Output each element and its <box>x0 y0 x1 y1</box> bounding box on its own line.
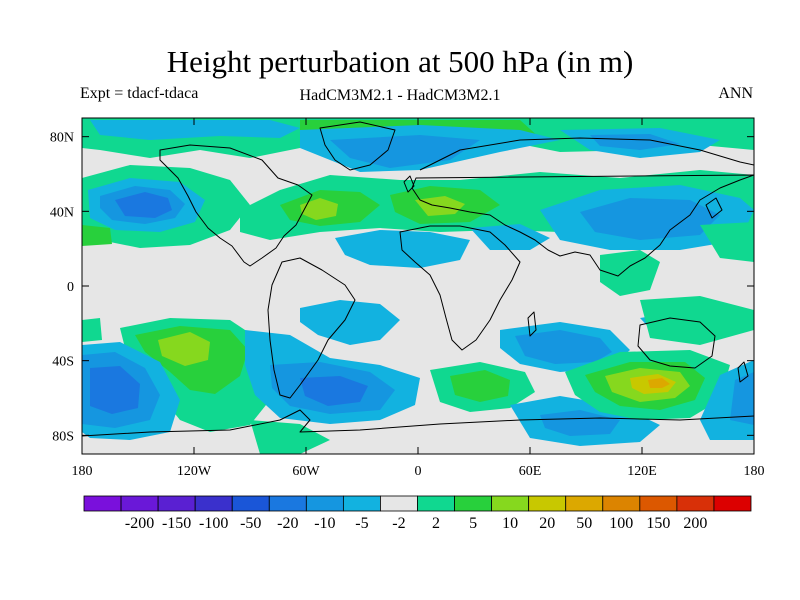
colorbar-label: -5 <box>355 515 368 532</box>
contour-blue-arctic <box>90 120 300 140</box>
lat-tick-label: 80S <box>52 429 74 444</box>
colorbar-swatch <box>713 495 752 512</box>
coast-new-zealand <box>737 361 749 383</box>
lon-tick-label: 60E <box>519 464 542 479</box>
coast-eurasia <box>411 137 754 277</box>
contour-midblue-sw <box>90 366 140 414</box>
colorbar-swatch <box>528 495 567 512</box>
colorbar-swatch <box>417 495 455 512</box>
lat-tick-label: 0 <box>67 280 74 295</box>
colorbar-label: -200 <box>125 515 154 532</box>
colorbar-swatch <box>231 495 270 512</box>
colorbar-label: -50 <box>240 515 261 532</box>
coast-africa <box>399 225 521 351</box>
longitude-axis: 180 120W 60W 0 60E 120E 180 <box>72 118 765 479</box>
colorbar-swatch <box>157 495 196 512</box>
contour-blue-midatl <box>335 230 470 268</box>
colorbar-label: 150 <box>646 515 670 532</box>
contour-blue-africa <box>470 224 550 250</box>
colorbar-label: -10 <box>314 515 335 532</box>
contour-green-swpac <box>640 296 754 345</box>
colorbar-swatch <box>454 495 493 512</box>
coast-japan <box>705 197 723 219</box>
lon-tick-label: 120W <box>177 464 212 479</box>
colorbar-label: -2 <box>392 515 405 532</box>
contour-blue-se <box>730 372 754 425</box>
coast-north-america <box>159 144 313 267</box>
experiment-label: Expt = tdacf-tdaca <box>80 85 199 102</box>
colorbar-label: 2 <box>432 515 440 532</box>
contour-blue-asia-inner <box>580 198 720 240</box>
contour-midblue-npac <box>115 192 172 218</box>
colorbar-label: 100 <box>609 515 633 532</box>
contour-midblue-satl <box>300 376 368 406</box>
contour-orange-saus <box>648 378 670 388</box>
season-label: ANN <box>718 85 753 102</box>
colorbar-swatch <box>676 495 715 512</box>
colorbar-label: 50 <box>576 515 592 532</box>
colorbar-swatch <box>380 495 418 512</box>
contour-blue-tropatl <box>300 300 400 345</box>
colorbar-label: -150 <box>162 515 191 532</box>
contour-green-npac-edge <box>82 225 112 246</box>
colorbar-swatch <box>268 495 307 512</box>
colorbar-swatch <box>639 495 678 512</box>
lon-tick-label: 120E <box>627 464 657 479</box>
contour-green-sind-inner <box>450 370 510 402</box>
contour-blue-sind-s <box>540 410 620 436</box>
coast-australia <box>637 317 716 369</box>
colorbar: -200 -150 -100 -50 -20 -10 -5 -2 2 5 10 20 50 100 150 2… <box>83 495 752 532</box>
contour-green-wpac2 <box>700 222 754 262</box>
contour-yellowgreen-atlantic <box>300 198 338 220</box>
contour-blue-sind <box>515 330 612 364</box>
colorbar-label: 20 <box>539 515 555 532</box>
contour-green-satl-s <box>250 420 330 454</box>
colorbar-swatch <box>565 495 604 512</box>
lon-tick-label: 60W <box>292 464 320 479</box>
lon-tick-label: 180 <box>72 464 93 479</box>
contour-field <box>82 118 754 454</box>
colorbar-swatch <box>602 495 641 512</box>
lat-tick-label: 40N <box>50 205 74 220</box>
colorbar-swatch <box>491 495 530 512</box>
colorbar-label: 5 <box>469 515 477 532</box>
latitude-axis: 80N 40N 0 40S 80S <box>50 131 754 444</box>
model-label: HadCM3M2.1 - HadCM3M2.1 <box>299 87 501 104</box>
coast-antarctica <box>82 409 754 437</box>
colorbar-label: 10 <box>502 515 518 532</box>
colorbar-swatch <box>194 495 233 512</box>
map-title: Height perturbation at 500 hPa (in m) <box>166 44 634 79</box>
colorbar-swatch <box>120 495 159 512</box>
colorbar-label: -100 <box>199 515 228 532</box>
colorbar-swatch <box>83 495 122 512</box>
coast-madagascar <box>527 311 537 337</box>
lat-tick-label: 40S <box>52 355 74 370</box>
contour-blue-greenland-inner <box>330 135 480 168</box>
lon-tick-label: 180 <box>744 464 765 479</box>
lat-tick-label: 80N <box>50 131 74 146</box>
contour-blue-eurasia-inner <box>590 134 680 150</box>
lon-tick-label: 0 <box>415 464 422 479</box>
contour-green-wpac <box>600 250 660 296</box>
coast-south-america <box>267 257 356 399</box>
coastlines <box>82 121 754 437</box>
colorbar-label: -20 <box>277 515 298 532</box>
colorbar-label: 200 <box>683 515 707 532</box>
coast-britain <box>403 175 415 193</box>
coast-greenland <box>319 121 396 171</box>
contour-yellowgreen-spac <box>158 332 210 366</box>
colorbar-swatch <box>342 495 381 512</box>
contour-green-se <box>82 318 102 342</box>
colorbar-swatch <box>305 495 344 512</box>
